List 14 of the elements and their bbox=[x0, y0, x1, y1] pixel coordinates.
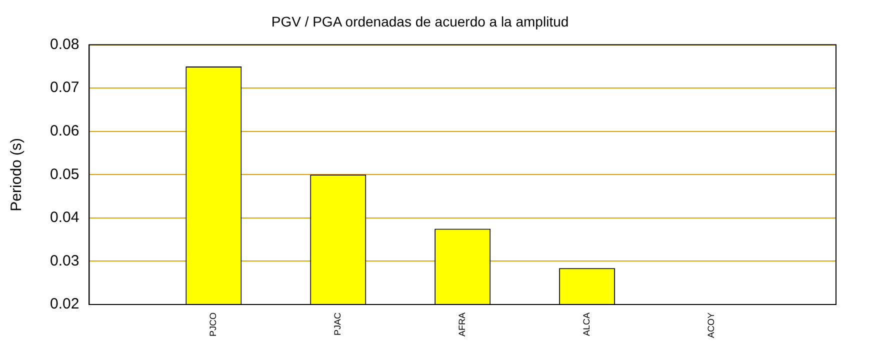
x-tick-label: ACOY bbox=[706, 312, 716, 338]
y-axis-title: Periodo (s) bbox=[8, 138, 26, 212]
x-tick-label: ALCA bbox=[582, 312, 592, 336]
y-tick-label: 0.04 bbox=[50, 209, 80, 226]
y-tick-label: 0.03 bbox=[50, 252, 80, 270]
chart-title: PGV / PGA ordenadas de acuerdo a la amplitud bbox=[271, 13, 569, 30]
y-tick-label: 0.02 bbox=[50, 296, 80, 313]
y-tick-label: 0.06 bbox=[50, 122, 80, 140]
y-tick-label: 0.07 bbox=[50, 79, 80, 96]
y-tick-label: 0.08 bbox=[50, 36, 80, 53]
x-tick-label: PJAC bbox=[332, 312, 343, 336]
y-tick-label: 0.05 bbox=[50, 166, 80, 183]
x-tick-label: PJCO bbox=[208, 312, 218, 337]
x-tick-label: AFRA bbox=[457, 312, 468, 337]
